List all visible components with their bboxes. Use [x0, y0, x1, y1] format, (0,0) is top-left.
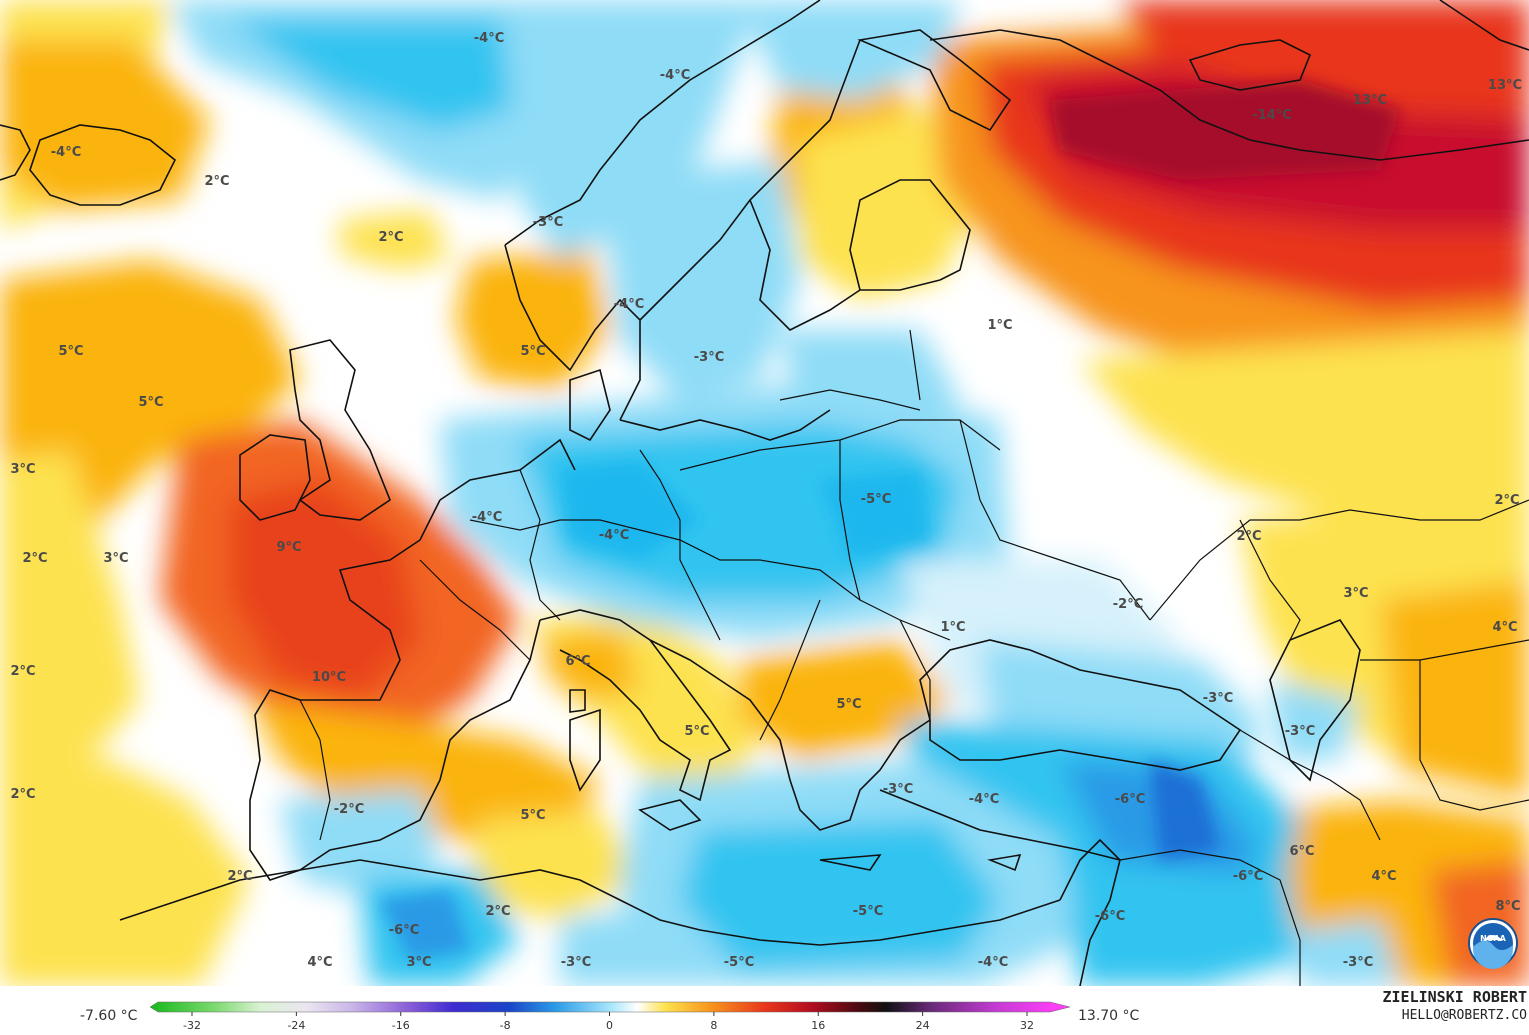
temperature-label: 5°C [138, 395, 163, 410]
temperature-label: 10°C [312, 670, 346, 685]
scale-tick-label: -32 [183, 1019, 201, 1032]
noaa-logo-text: NOAA [1480, 934, 1506, 943]
temperature-label: -3°C [694, 350, 724, 365]
author-name: ZIELINSKI ROBERT [1382, 988, 1528, 1006]
temperature-label: -14°C [1252, 108, 1292, 123]
temperature-label: 5°C [836, 697, 861, 712]
temperature-label: 2°C [10, 787, 35, 802]
temperature-label: 2°C [378, 230, 403, 245]
temperature-label: -4°C [969, 792, 999, 807]
color-scale-bar: -32 -24 -16 -8 0 8 16 24 32 [150, 1001, 1071, 1032]
temperature-label: 4°C [1371, 869, 1396, 884]
temperature-label: -5°C [724, 955, 754, 970]
scale-tick-label: 0 [606, 1019, 613, 1032]
author-email: HELLO@ROBERTZ.CO [1401, 1008, 1527, 1023]
legend-footer: -7.60 °C [0, 986, 1529, 1035]
temperature-label: -4°C [978, 955, 1008, 970]
temperature-label: 2°C [10, 664, 35, 679]
temperature-label: 2°C [485, 904, 510, 919]
temperature-label: 4°C [1492, 620, 1517, 635]
temperature-label: -3°C [1203, 691, 1233, 706]
temperature-label: -4°C [51, 145, 81, 160]
temperature-field [0, 0, 1529, 986]
max-value: 13.70 °C [1078, 1008, 1140, 1024]
temperature-label: -4°C [614, 297, 644, 312]
temperature-label: 6°C [1289, 844, 1314, 859]
scale-tick-label: 24 [916, 1019, 930, 1032]
temperature-label: 2°C [1236, 529, 1261, 544]
temperature-label: 5°C [520, 808, 545, 823]
temperature-labels: -4°C -4°C -4°C 2°C -3°C 2°C -4°C 1°C 5°C 5°C -3°C 5… [10, 31, 1522, 970]
temperature-label: -2°C [1113, 597, 1143, 612]
temperature-label: 3°C [406, 955, 431, 970]
temperature-label: -6°C [1095, 909, 1125, 924]
scale-tick-label: 16 [811, 1019, 825, 1032]
temperature-label: -3°C [883, 782, 913, 797]
temperature-label: 13°C [1488, 78, 1522, 93]
noaa-logo: NOAA [1468, 918, 1518, 969]
temperature-label: 13°C [1353, 93, 1387, 108]
country-borders [299, 329, 1529, 986]
temperature-label: 2°C [22, 551, 47, 566]
temperature-label: -4°C [474, 31, 504, 46]
temperature-label: 2°C [227, 869, 252, 884]
temperature-label: -4°C [599, 528, 629, 543]
temperature-label: 1°C [940, 620, 965, 635]
temperature-label: 9°C [276, 540, 301, 555]
temperature-label: -5°C [853, 904, 883, 919]
temperature-label: -6°C [389, 923, 419, 938]
temperature-label: 5°C [58, 344, 83, 359]
temperature-label: -2°C [334, 802, 364, 817]
scale-tick-label: -16 [392, 1019, 410, 1032]
temperature-label: -3°C [1343, 955, 1373, 970]
scale-tick-label: -24 [287, 1019, 305, 1032]
temperature-label: 4°C [307, 955, 332, 970]
temperature-label: -6°C [1115, 792, 1145, 807]
coastlines [0, 0, 1529, 986]
temperature-label: -3°C [533, 215, 563, 230]
temperature-label: 1°C [987, 318, 1012, 333]
scale-tick-label: 8 [710, 1019, 717, 1032]
temperature-label: 8°C [1495, 899, 1520, 914]
temperature-label: 3°C [103, 551, 128, 566]
temperature-label: 5°C [684, 724, 709, 739]
temperature-label: 5°C [520, 344, 545, 359]
temperature-label: 2°C [1494, 493, 1519, 508]
temperature-label: 3°C [10, 462, 35, 477]
scale-ticks: -32 -24 -16 -8 0 8 16 24 32 [183, 1012, 1034, 1032]
temperature-label: 2°C [204, 174, 229, 189]
temperature-label: 3°C [1343, 586, 1368, 601]
temperature-label: 6°C [565, 654, 590, 669]
temperature-label: -4°C [660, 68, 690, 83]
temperature-label: -6°C [1233, 869, 1263, 884]
temperature-label: -5°C [861, 492, 891, 507]
temperature-label: -3°C [1285, 724, 1315, 739]
temperature-label: -4°C [472, 510, 502, 525]
scale-tick-label: -8 [500, 1019, 511, 1032]
scale-tick-label: 32 [1020, 1019, 1034, 1032]
temperature-label: -3°C [561, 955, 591, 970]
min-value: -7.60 °C [80, 1008, 138, 1024]
temperature-anomaly-map: -4°C -4°C -4°C 2°C -3°C 2°C -4°C 1°C 5°C 5°C -3°C 5… [0, 0, 1529, 986]
